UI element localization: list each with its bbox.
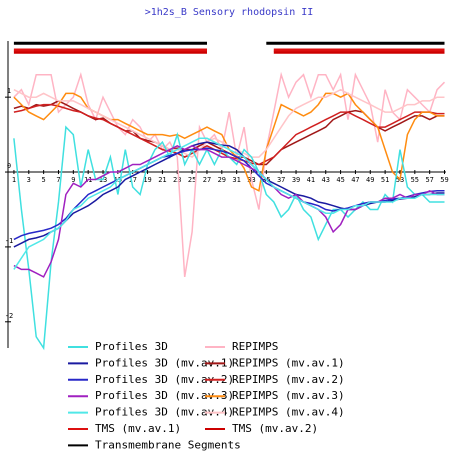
legend-label: Profiles 3D (mv.av.1) bbox=[95, 356, 234, 369]
legend-label: REPIMPS (mv.av.3) bbox=[232, 389, 345, 402]
x-tick-label: 57 bbox=[425, 176, 433, 184]
x-tick-label: 39 bbox=[292, 176, 300, 184]
x-tick-label: 47 bbox=[351, 176, 359, 184]
legend-label: REPIMPS (mv.av.2) bbox=[232, 373, 345, 386]
x-tick-label: 41 bbox=[307, 176, 315, 184]
series-line bbox=[13, 71, 446, 278]
x-tick-label: 3 bbox=[27, 176, 31, 184]
x-tick-label: 45 bbox=[336, 176, 344, 184]
x-tick-label: 19 bbox=[143, 176, 151, 184]
series-line bbox=[13, 147, 445, 241]
y-tick-label: 0 bbox=[7, 162, 11, 170]
legend-label: REPIMPS bbox=[232, 340, 278, 353]
x-tick-label: 9 bbox=[71, 176, 75, 184]
x-tick-label: 7 bbox=[56, 176, 60, 184]
series-line bbox=[13, 125, 445, 351]
legend-label: Profiles 3D (mv.av.4) bbox=[95, 406, 234, 419]
x-tick-label: 25 bbox=[188, 176, 196, 184]
x-tick-label: 59 bbox=[440, 176, 448, 184]
x-tick-label: 27 bbox=[203, 176, 211, 184]
x-tick-label: 37 bbox=[277, 176, 285, 184]
y-tick-label: -2 bbox=[5, 312, 13, 320]
series-line bbox=[13, 141, 445, 248]
chart-title: >1h2s_B Sensory rhodopsin II bbox=[145, 7, 314, 18]
x-tick-label: 49 bbox=[366, 176, 374, 184]
legend-label: Profiles 3D (mv.av.3) bbox=[95, 389, 234, 402]
x-tick-label: 21 bbox=[158, 176, 166, 184]
legend-label: Profiles 3D (mv.av.2) bbox=[95, 373, 234, 386]
series-line bbox=[13, 92, 445, 192]
x-tick-label: 17 bbox=[128, 176, 136, 184]
x-tick-label: 23 bbox=[173, 176, 181, 184]
y-tick-label: 1 bbox=[7, 87, 11, 95]
x-tick-label: 55 bbox=[411, 176, 419, 184]
legend-label: REPIMPS (mv.av.1) bbox=[232, 356, 345, 369]
legend-label: REPIMPS (mv.av.4) bbox=[232, 406, 345, 419]
x-tick-label: 51 bbox=[381, 176, 389, 184]
x-tick-label: 5 bbox=[42, 176, 46, 184]
x-tick-label: 43 bbox=[322, 176, 330, 184]
x-tick-label: 1 bbox=[12, 176, 16, 184]
legend-label: Transmembrane Segments bbox=[95, 438, 241, 451]
legend-label: TMS (mv.av.1) bbox=[95, 422, 181, 435]
legend-label: TMS (mv.av.2) bbox=[232, 422, 318, 435]
x-tick-label: 31 bbox=[232, 176, 240, 184]
x-tick-label: 29 bbox=[218, 176, 226, 184]
y-tick-label: -1 bbox=[5, 237, 13, 245]
series-line bbox=[13, 137, 445, 270]
legend-label: Profiles 3D bbox=[95, 340, 168, 353]
